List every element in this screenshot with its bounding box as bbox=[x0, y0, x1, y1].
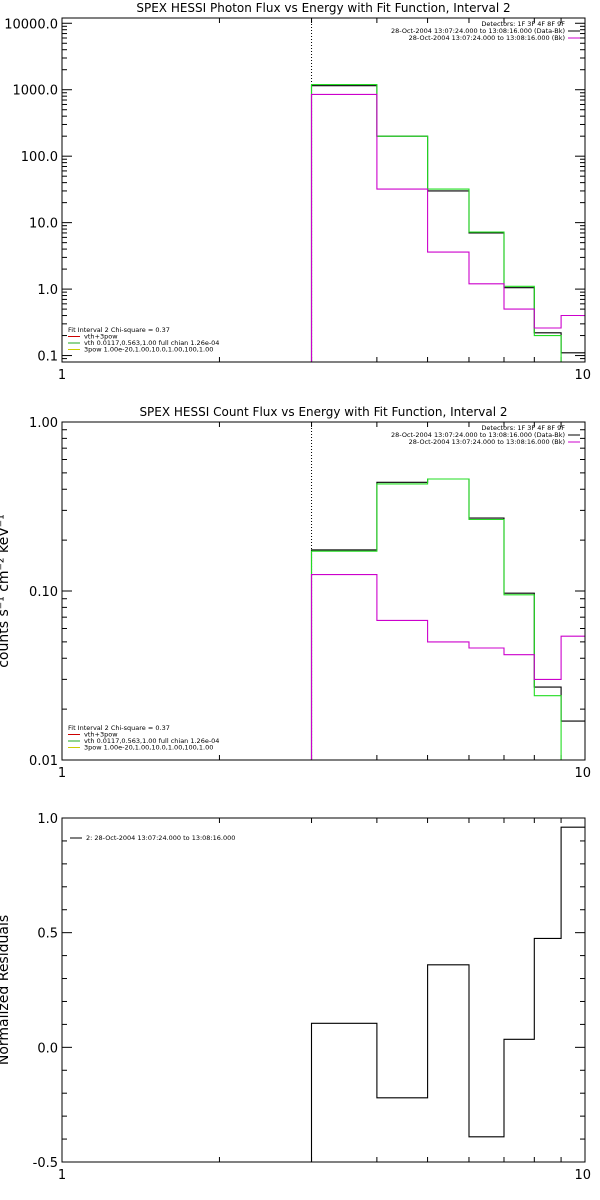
plot-frame bbox=[61, 817, 586, 1163]
y-tick-label: 0.10 bbox=[29, 585, 58, 600]
legend-entry: vth+3pow bbox=[84, 333, 118, 341]
legend-entry: Fit Interval 2 Chi-square = 0.37 bbox=[68, 326, 170, 334]
x-tick-label: 10 bbox=[574, 368, 591, 383]
y-axis-label: counts s⁻¹ cm⁻² keV⁻¹ bbox=[0, 514, 12, 668]
y-axis-label: Normalized Residuals bbox=[0, 915, 12, 1065]
y-tick-label: 1.0 bbox=[37, 812, 58, 827]
legend-entry: Detectors: 1F 3F 4F 8F 9F bbox=[481, 424, 565, 432]
y-tick-label: 10.0 bbox=[29, 217, 58, 232]
legend-entry: vth+3pow bbox=[84, 731, 118, 739]
legend-entry: 28-Oct-2004 13:07:24.000 to 13:08:16.000… bbox=[409, 34, 565, 42]
legend-entry: 28-Oct-2004 13:07:24.000 to 13:08:16.000… bbox=[409, 438, 565, 446]
x-tick-label: 10 bbox=[574, 766, 591, 781]
series-line-1 bbox=[310, 478, 585, 760]
y-tick-label: 0.5 bbox=[37, 927, 58, 942]
series-line-3 bbox=[310, 574, 585, 760]
y-tick-label: 1.00 bbox=[29, 416, 58, 431]
chart-panel-1: SPEX HESSI Photon Flux vs Energy with Fi… bbox=[4, 1, 591, 383]
series-line-1 bbox=[310, 85, 585, 362]
legend-entry: 28-Oct-2004 13:07:24.000 to 13:08:16.000… bbox=[391, 431, 565, 439]
x-tick-label: 1 bbox=[58, 766, 66, 781]
chart-panel-2: SPEX HESSI Count Flux vs Energy with Fit… bbox=[0, 405, 591, 781]
legend-entry: 3pow 1.00e-20,1.00,10.0,1.00,100,1.00 bbox=[84, 346, 213, 354]
y-tick-label: 10000.0 bbox=[4, 17, 58, 32]
y-tick-label: 100.0 bbox=[21, 150, 58, 165]
x-tick-label: 1 bbox=[58, 368, 66, 383]
y-tick-label: 1.0 bbox=[37, 283, 58, 298]
legend-entry: Detectors: 1F 3F 4F 8F 9F bbox=[481, 20, 565, 28]
y-tick-label: -0.5 bbox=[33, 1156, 58, 1171]
series-line-2 bbox=[310, 478, 585, 761]
legend-entry: 28-Oct-2004 13:07:24.000 to 13:08:16.000… bbox=[391, 27, 565, 35]
chart-panel-3: Normalized Residuals 1 10 -0.5 0.0 0.5 1.0 2: 2… bbox=[0, 812, 591, 1183]
y-tick-label: 1000.0 bbox=[13, 84, 59, 99]
series-line-3 bbox=[310, 93, 585, 362]
plot-frame bbox=[61, 17, 586, 363]
chart-title: SPEX HESSI Photon Flux vs Energy with Fi… bbox=[136, 1, 510, 15]
series-line-1 bbox=[310, 826, 585, 1162]
y-tick-label: 0.1 bbox=[37, 350, 58, 365]
legend-entry: Fit Interval 2 Chi-square = 0.37 bbox=[68, 724, 170, 732]
x-tick-label: 10 bbox=[574, 1168, 591, 1183]
series-line-2 bbox=[310, 83, 585, 363]
chart-title: SPEX HESSI Count Flux vs Energy with Fit… bbox=[139, 405, 507, 419]
legend-entry: vth 0.0117,0.563,1.00 full chian 1.26e-0… bbox=[84, 737, 219, 745]
legend-entry: 2: 28-Oct-2004 13:07:24.000 to 13:08:16.… bbox=[86, 834, 235, 842]
legend-entry: vth 0.0117,0.563,1.00 full chian 1.26e-0… bbox=[84, 339, 219, 347]
y-tick-label: 0.01 bbox=[29, 754, 58, 769]
y-tick-label: 0.0 bbox=[37, 1041, 58, 1056]
x-tick-label: 1 bbox=[58, 1168, 66, 1183]
legend-entry: 3pow 1.00e-20,1.00,10.0,1.00,100,1.00 bbox=[84, 744, 213, 752]
plot-frame bbox=[61, 421, 586, 761]
